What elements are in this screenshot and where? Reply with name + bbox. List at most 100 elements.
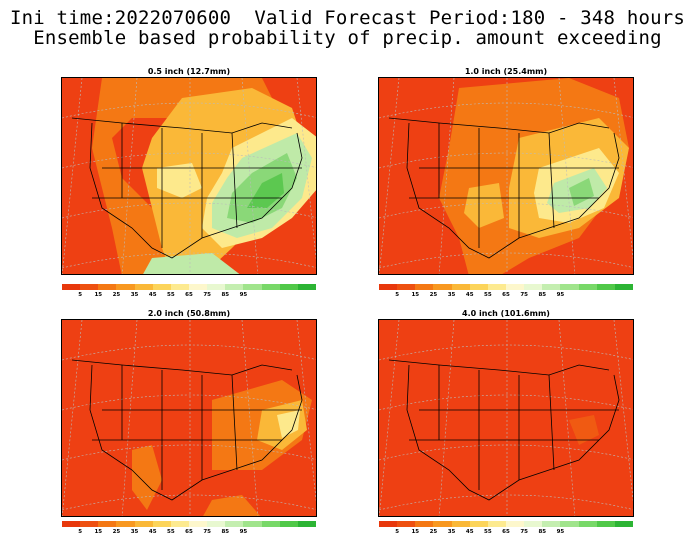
colorbar-swatch [207,284,226,290]
panel-1-colorbar-labels: 5 15 25 35 45 55 65 75 85 95 [62,292,316,300]
panel-3-colorbar [62,521,316,527]
colorbar-swatch [469,521,488,527]
colorbar-swatch [188,284,208,290]
panel-1-map [61,77,317,275]
colorbar-swatch [261,284,280,290]
colorbar-swatch [379,521,398,527]
colorbar-swatch [578,521,597,527]
title-line-1: Ini time:2022070600 Valid Forecast Perio… [9,7,686,29]
colorbar-swatch [433,284,452,290]
colorbar-swatch [397,521,416,527]
colorbar-label: 75 [520,292,528,298]
colorbar-label: 35 [447,292,456,298]
colorbar-swatch [207,521,226,527]
colorbar-swatch [134,521,153,527]
colorbar-swatch [524,284,543,290]
colorbar-swatch [451,284,470,290]
colorbar-label: 15 [94,529,103,535]
colorbar-swatch [542,521,561,527]
colorbar-label: 95 [556,292,565,298]
colorbar-swatch [596,284,615,290]
colorbar-label: 45 [148,292,157,298]
colorbar-label: 5 [395,529,400,535]
colorbar-swatch [542,284,561,290]
panel-4-colorbar [379,521,633,527]
panel-4-map [378,319,634,517]
colorbar-label: 55 [484,292,492,298]
panel-4-title: 4.0 inch (101.6mm) [462,309,550,318]
colorbar-label: 85 [538,292,547,298]
colorbar-label: 5 [78,292,83,298]
colorbar-label: 55 [484,529,492,535]
colorbar-swatch [188,521,208,527]
colorbar-swatch [415,521,434,527]
colorbar-label: 95 [239,292,248,298]
colorbar-swatch [152,521,171,527]
colorbar-label: 45 [465,529,474,535]
colorbar-label: 55 [167,292,175,298]
colorbar-swatch [80,284,99,290]
colorbar-label: 15 [411,529,420,535]
colorbar-label: 45 [465,292,474,298]
colorbar-swatch [225,284,244,290]
colorbar-swatch [152,284,171,290]
colorbar-label: 55 [167,529,175,535]
colorbar-swatch [451,521,470,527]
colorbar-label: 85 [221,529,230,535]
colorbar-swatch [243,284,262,290]
colorbar-label: 75 [203,292,211,298]
colorbar-swatch [379,284,398,290]
colorbar-swatch [505,521,525,527]
colorbar-label: 25 [112,529,121,535]
colorbar-swatch [243,521,262,527]
colorbar-swatch [297,284,316,290]
colorbar-swatch [279,284,298,290]
colorbar-swatch [170,284,189,290]
colorbar-label: 15 [411,292,420,298]
colorbar-swatch [614,284,633,290]
panel-3-title: 2.0 inch (50.8mm) [147,309,231,318]
colorbar-label: 15 [94,292,103,298]
colorbar-swatch [62,284,81,290]
colorbar-label: 35 [130,529,139,535]
colorbar-swatch [505,284,525,290]
colorbar-label: 85 [221,292,230,298]
colorbar-swatch [98,521,117,527]
colorbar-swatch [487,284,506,290]
panel-2-colorbar [379,284,633,290]
panel-2-title: 1.0 inch (25.4mm) [464,67,548,76]
colorbar-swatch [297,521,316,527]
colorbar-swatch [560,521,579,527]
colorbar-swatch [261,521,280,527]
colorbar-label: 45 [148,529,157,535]
colorbar-swatch [524,521,543,527]
colorbar-label: 35 [447,529,456,535]
colorbar-label: 25 [429,529,438,535]
colorbar-swatch [116,284,135,290]
colorbar-label: 85 [538,529,547,535]
colorbar-swatch [134,284,153,290]
colorbar-label: 65 [185,292,193,298]
colorbar-swatch [487,521,506,527]
colorbar-label: 95 [239,529,248,535]
colorbar-swatch [80,521,99,527]
colorbar-swatch [433,521,452,527]
colorbar-label: 25 [112,292,121,298]
panel-2-colorbar-labels: 5 15 25 35 45 55 65 75 85 95 [379,292,633,300]
colorbar-label: 35 [130,292,139,298]
panel-3-map [61,319,317,517]
colorbar-label: 65 [185,529,193,535]
colorbar-swatch [62,521,81,527]
colorbar-swatch [170,521,189,527]
colorbar-label: 5 [395,292,400,298]
colorbar-swatch [614,521,633,527]
panel-2-map [378,77,634,275]
title-line-2: Ensemble based probability of precip. am… [33,27,662,49]
colorbar-swatch [98,284,117,290]
colorbar-swatch [397,284,416,290]
colorbar-label: 95 [556,529,565,535]
colorbar-swatch [116,521,135,527]
colorbar-label: 25 [429,292,438,298]
panel-1-colorbar [62,284,316,290]
panel-1-title: 0.5 inch (12.7mm) [147,67,231,76]
